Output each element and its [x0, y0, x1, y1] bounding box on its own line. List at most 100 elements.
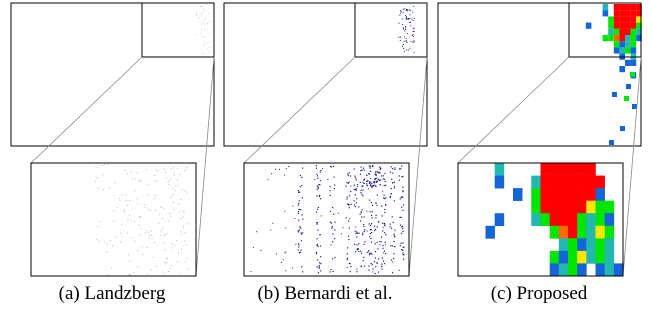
heatmap-cell [513, 188, 523, 201]
speckle-dot [178, 252, 179, 254]
speckle-dot [134, 178, 136, 180]
speckle-dot [201, 5, 203, 7]
speckle-dot [113, 210, 115, 212]
speckle-dot [332, 258, 334, 260]
speckle-dot [147, 208, 149, 210]
speckle-dot [129, 274, 131, 276]
speckle-dot [102, 174, 104, 176]
speckle-dot [383, 197, 385, 199]
speckle-dot [375, 178, 377, 180]
speckle-dot [390, 193, 393, 195]
speckle-dot [377, 248, 379, 250]
speckle-dot [292, 205, 294, 207]
speckle-dot [302, 218, 304, 220]
speckle-dot [382, 222, 384, 224]
speckle-dot [300, 240, 303, 242]
speckle-dot [173, 208, 175, 210]
panel-b-zoom-line-left [243, 56, 356, 164]
heatmap-cell [568, 213, 578, 227]
speckle-dot [371, 223, 373, 225]
speckle-dot [316, 173, 318, 175]
speckle-dot [393, 181, 395, 183]
speckle-dot [314, 179, 316, 181]
speckle-dot [385, 234, 387, 236]
heatmap-cell [636, 28, 642, 35]
heatmap-cell [619, 41, 625, 48]
speckle-dot [332, 207, 334, 209]
speckle-dot [379, 172, 381, 174]
speckle-dot [145, 169, 147, 171]
panel-c-zoom-line-right [622, 56, 642, 277]
speckle-dot [181, 248, 182, 250]
speckle-dot [203, 22, 204, 24]
speckle-dot [374, 184, 376, 187]
speckle-dot [301, 197, 303, 199]
speckle-dot [121, 194, 123, 196]
speckle-dot [404, 30, 406, 32]
speckle-dot [372, 165, 374, 167]
heatmap-cell [558, 238, 569, 252]
speckle-dot [297, 230, 299, 232]
heatmap-cell [636, 16, 642, 23]
speckle-dot [170, 179, 172, 181]
speckle-dot [298, 191, 300, 193]
speckle-dot [95, 167, 97, 168]
speckle-dot [391, 272, 394, 274]
heatmap-cell [577, 225, 587, 239]
heatmap-cell [626, 84, 631, 89]
heatmap-cell [595, 188, 605, 201]
speckle-dot [375, 177, 377, 179]
speckle-dot [172, 187, 174, 189]
speckle-dot [405, 15, 407, 17]
heatmap-cell [632, 104, 637, 109]
speckle-dot [356, 184, 359, 186]
heatmap-cell [549, 175, 560, 189]
speckle-dot [379, 184, 381, 186]
speckle-dot [346, 182, 348, 184]
heatmap-cell [568, 225, 578, 239]
speckle-dot [374, 257, 376, 259]
speckle-dot [349, 263, 351, 265]
speckle-dot [363, 169, 365, 171]
speckle-dot [317, 206, 319, 208]
speckle-dot [151, 235, 153, 237]
speckle-dot [201, 20, 203, 22]
speckle-dot [366, 180, 368, 182]
speckle-dot [360, 252, 363, 254]
speckle-dot [206, 4, 207, 6]
speckle-dot [318, 267, 320, 269]
speckle-dot [317, 272, 320, 274]
panel-b-zoom-dots [250, 165, 405, 275]
speckle-dot [154, 198, 156, 200]
speckle-dot [129, 200, 131, 201]
heatmap-cell [602, 10, 609, 17]
heatmap-cell [586, 175, 596, 189]
speckle-dot [348, 172, 350, 174]
speckle-dot [374, 251, 376, 253]
speckle-dot [376, 262, 378, 264]
heatmap-cell [619, 66, 625, 73]
speckle-dot [163, 235, 165, 236]
heatmap-cell [585, 22, 592, 29]
speckle-dot [405, 16, 407, 18]
speckle-dot [144, 232, 146, 234]
speckle-dot [173, 244, 175, 246]
heatmap-cell [549, 188, 560, 201]
speckle-dot [375, 174, 377, 176]
speckle-dot [156, 266, 158, 268]
speckle-dot [299, 251, 302, 253]
speckle-dot [372, 271, 374, 273]
speckle-dot [292, 267, 293, 269]
speckle-dot [332, 233, 334, 235]
speckle-dot [367, 251, 369, 253]
speckle-dot [360, 211, 362, 214]
speckle-dot [330, 222, 333, 224]
speckle-dot [392, 182, 394, 184]
heatmap-cell [568, 200, 578, 214]
heatmap-cell [620, 126, 625, 131]
speckle-dot [392, 261, 394, 263]
speckle-dot [168, 183, 170, 185]
speckle-dot [377, 178, 379, 180]
heatmap-cell [619, 47, 625, 54]
speckle-dot [383, 222, 385, 225]
